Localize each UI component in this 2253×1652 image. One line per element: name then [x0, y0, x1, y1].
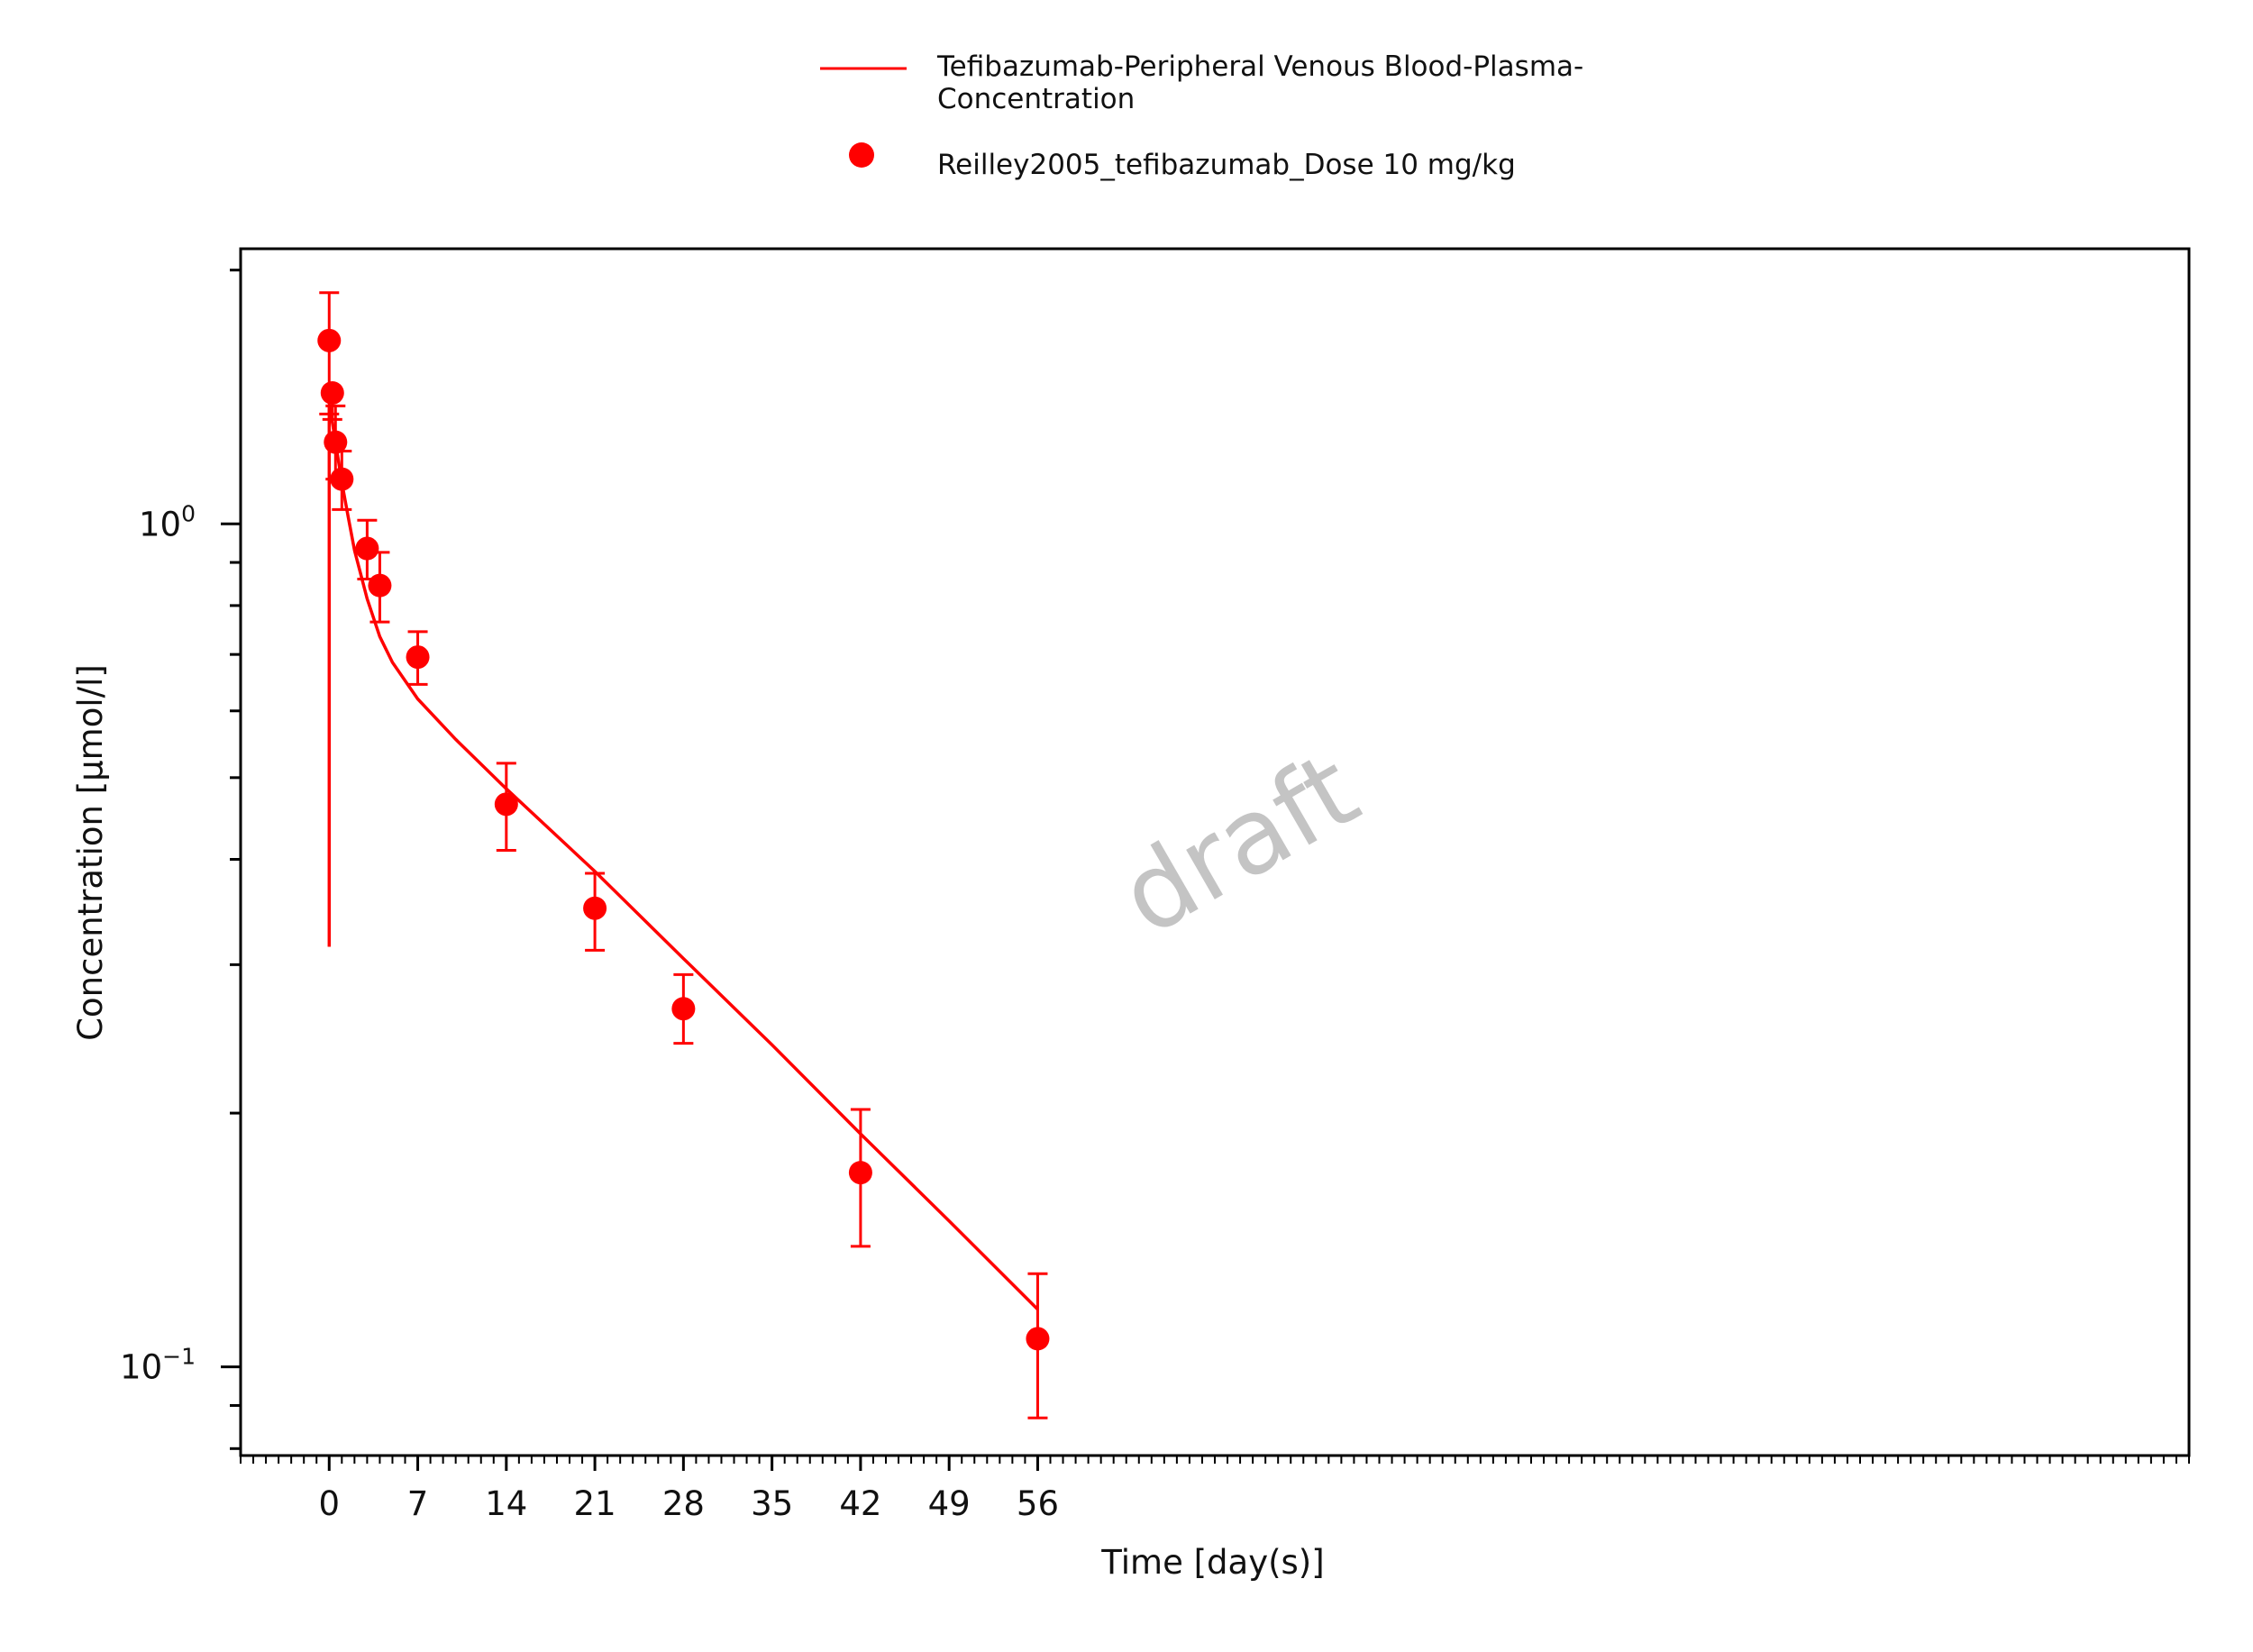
x-tick-label: 42 — [839, 1484, 881, 1523]
x-tick-label: 28 — [662, 1484, 705, 1523]
y-tick-label: 100 — [139, 500, 196, 543]
data-point — [406, 645, 430, 670]
legend: Tefibazumab-Peripheral Venous Blood-Plas… — [820, 50, 1583, 181]
data-point — [320, 380, 344, 405]
data-point — [368, 573, 392, 598]
data-point — [848, 1161, 872, 1185]
data-point — [330, 467, 354, 491]
data-point — [355, 536, 379, 561]
data-point — [671, 997, 696, 1021]
legend-dot-swatch — [849, 142, 874, 168]
data-point — [494, 792, 518, 817]
x-tick-label: 56 — [1017, 1484, 1059, 1523]
legend-dot-label: Reilley2005_tefibazumab_Dose 10 mg/kg — [937, 149, 1516, 181]
y-tick-label: 10−1 — [120, 1344, 196, 1387]
x-tick-label: 7 — [407, 1484, 429, 1523]
legend-line-label-2: Concentration — [937, 83, 1135, 115]
x-tick-label: 21 — [574, 1484, 616, 1523]
data-point — [324, 430, 348, 454]
data-point — [317, 328, 342, 352]
y-axis-ticks: 100 10−1 — [120, 269, 241, 1450]
x-tick-label: 0 — [318, 1484, 340, 1523]
legend-line-label-1: Tefibazumab-Peripheral Venous Blood-Plas… — [936, 50, 1583, 83]
data-point — [1026, 1327, 1050, 1351]
series-layer — [317, 291, 1050, 1419]
x-tick-label: 49 — [928, 1484, 971, 1523]
x-axis-label: Time [day(s)] — [1100, 1543, 1324, 1582]
x-axis-ticks: 0 7 14 21 28 35 42 49 56 — [240, 1456, 2190, 1523]
watermark: draft — [1101, 729, 1378, 959]
simulation-line — [327, 406, 1039, 1311]
data-point — [583, 896, 607, 920]
x-tick-label: 35 — [751, 1484, 793, 1523]
x-tick-label: 14 — [485, 1484, 527, 1523]
y-axis-label: Concentration [µmol/l] — [71, 664, 110, 1041]
